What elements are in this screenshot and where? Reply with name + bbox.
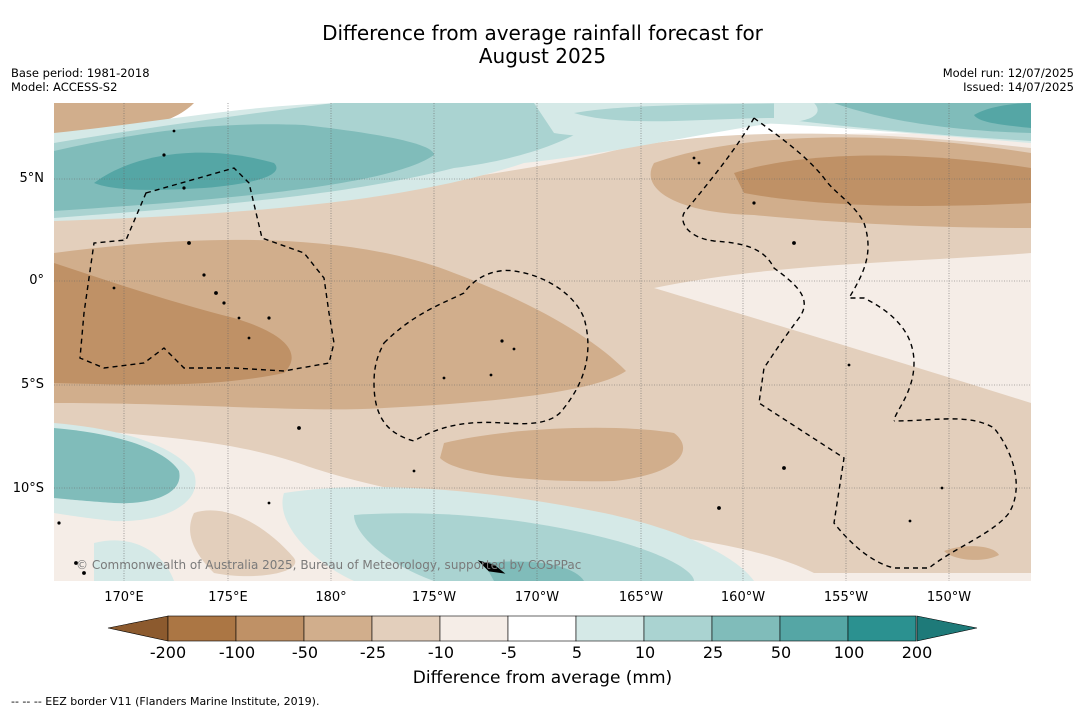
colorbar-tick-label: 200 [901, 643, 933, 662]
eez-footnote: -- -- -- EEZ border V11 (Flanders Marine… [11, 695, 320, 708]
colorbar [107, 615, 978, 642]
colorbar-tick-label: -10 [427, 643, 455, 662]
colorbar-cell [711, 615, 781, 642]
base-period: Base period: 1981-2018 [11, 66, 150, 80]
colorbar-cell [439, 615, 509, 642]
copyright-notice: © Commonwealth of Australia 2025, Bureau… [76, 558, 582, 572]
lon-label-150w: 150°W [926, 590, 972, 605]
colorbar-tick-label: 25 [702, 643, 724, 662]
dry-patch-25-bottom [190, 510, 296, 577]
colorbar-cell [507, 615, 577, 642]
dry-patch-50-se [944, 546, 999, 560]
colorbar-tick-label: -25 [359, 643, 387, 662]
eez-borders [79, 117, 1017, 569]
lon-label-170w: 170°W [514, 590, 560, 605]
wet-10-sw-low [94, 540, 174, 581]
wet-50-south [484, 561, 584, 581]
title-line-1: Difference from average rainfall forecas… [322, 21, 763, 45]
lon-label-175w: 175°W [411, 590, 457, 605]
meta-right: Model run: 12/07/2025 Issued: 14/07/2025 [943, 66, 1074, 94]
lon-label-160w: 160°W [720, 590, 766, 605]
colorbar-tick-label: -5 [501, 643, 517, 662]
lon-label-165w: 165°W [618, 590, 664, 605]
title-line-2: August 2025 [478, 44, 607, 68]
lon-label-155w: 155°W [823, 590, 869, 605]
model-run: Model run: 12/07/2025 [942, 66, 1074, 80]
colorbar-cell [847, 615, 917, 642]
islands [57, 129, 944, 575]
lat-label-0: 0° [29, 273, 44, 288]
colorbar-cell [575, 615, 645, 642]
colorbar-arrow-low [107, 615, 169, 642]
wet-100-north [94, 152, 277, 190]
colorbar-arrow-high [916, 615, 978, 642]
colorbar-cells [167, 615, 917, 642]
colorbar-cell [303, 615, 373, 642]
colorbar-cell [167, 615, 237, 642]
colorbar-tick-label: 100 [833, 643, 865, 662]
colorbar-tick-label: -50 [291, 643, 319, 662]
eez-east-north [753, 117, 915, 422]
wet-25-south [354, 513, 694, 581]
lat-label-10s: 10°S [12, 481, 44, 496]
rainfall-map [54, 103, 1031, 581]
lat-label-5n: 5°N [19, 171, 45, 186]
map-graticule [54, 103, 1031, 581]
eez-east-south [682, 117, 1017, 569]
lon-label-180: 180° [315, 590, 347, 605]
colorbar-cell [779, 615, 849, 642]
dry-core-100-west [54, 263, 292, 385]
colorbar-cell [643, 615, 713, 642]
colorbar-cell [235, 615, 305, 642]
wet-50-sw [54, 428, 180, 504]
dry-core-100-east [734, 155, 1031, 206]
colorbar-tick-label: 50 [770, 643, 792, 662]
chart-title: Difference from average rainfall forecas… [0, 22, 1085, 68]
colorbar-title: Difference from average (mm) [412, 668, 673, 688]
model-name: Model: ACCESS-S2 [11, 80, 118, 94]
wet-50-ne [834, 103, 1031, 133]
dry-patch-50-south [440, 427, 684, 482]
colorbar-tick-label: 10 [634, 643, 656, 662]
colorbar-tick-label: -200 [149, 643, 187, 662]
issued-date: Issued: 14/07/2025 [963, 80, 1074, 94]
wet-10-east [774, 103, 818, 123]
colorbar-tick-label: -100 [218, 643, 256, 662]
wet-100-ne [974, 103, 1031, 128]
lon-label-170e: 170°E [104, 590, 144, 605]
colorbar-cell [371, 615, 441, 642]
lon-label-175e: 175°E [208, 590, 248, 605]
meta-left: Base period: 1981-2018 Model: ACCESS-S2 [11, 66, 150, 94]
lat-label-5s: 5°S [20, 377, 44, 392]
colorbar-tick-label: 5 [571, 643, 583, 662]
eez-central [373, 269, 589, 442]
